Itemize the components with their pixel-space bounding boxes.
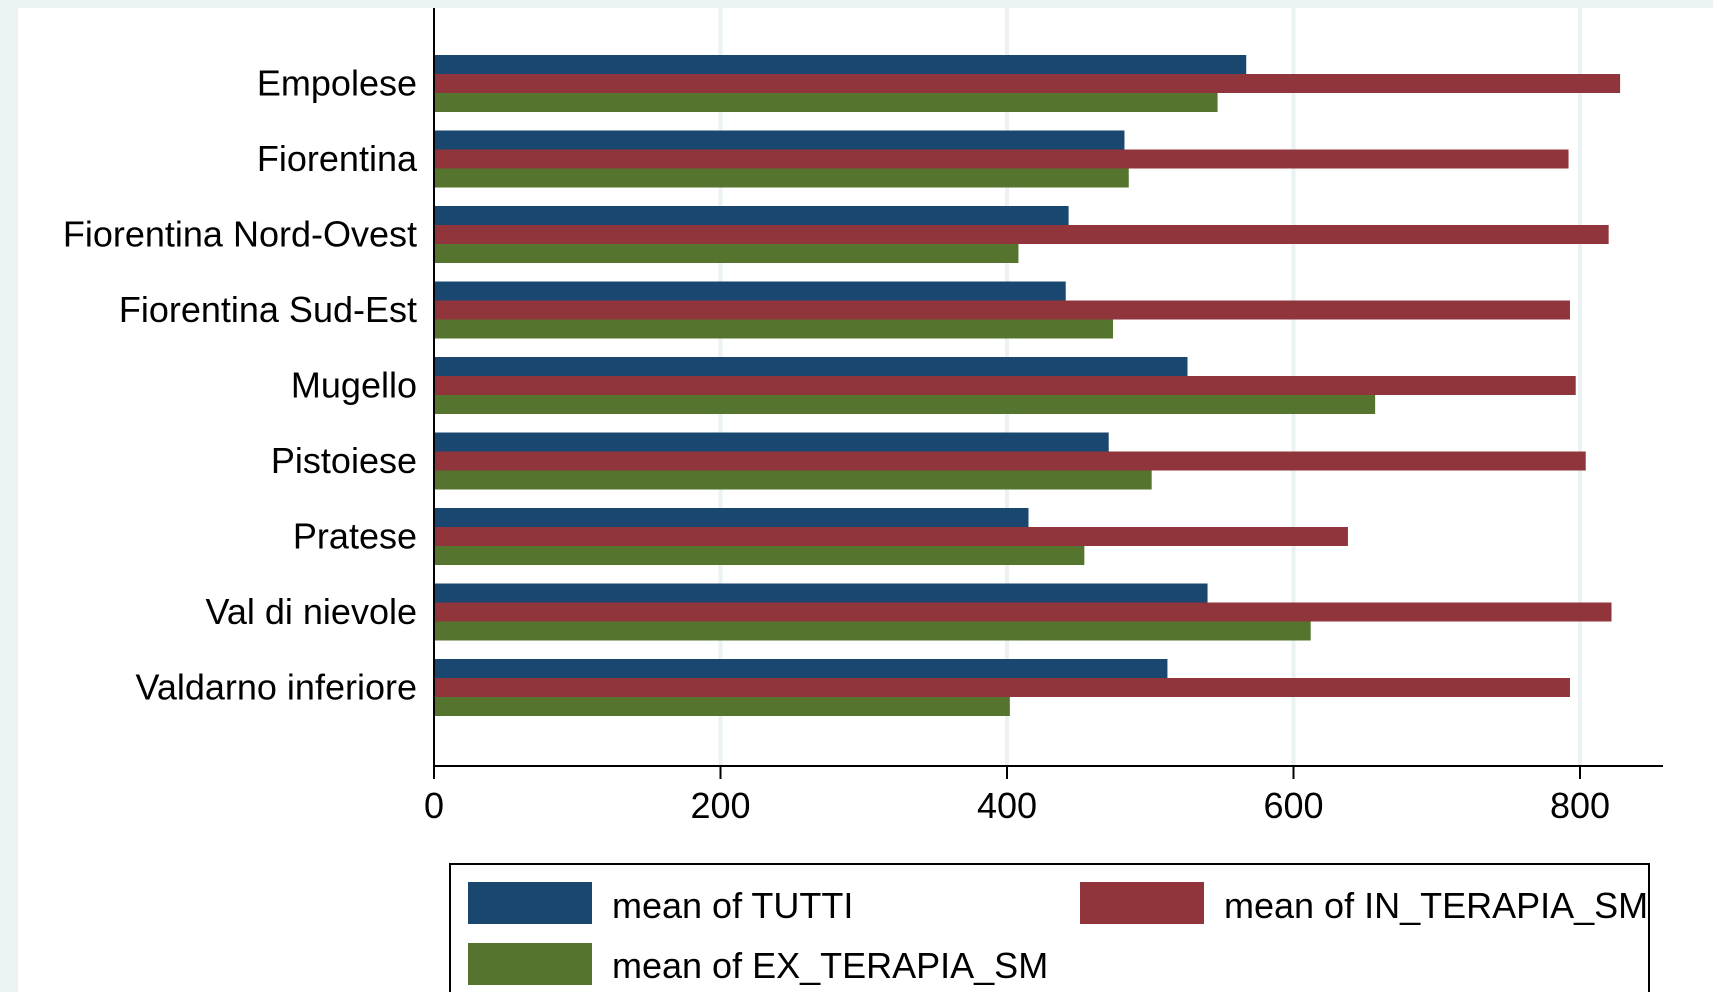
bar-2-9 [434, 678, 1570, 697]
bar-3-5 [434, 395, 1376, 414]
bar-2-3 [434, 225, 1609, 244]
category-label: Empolese [257, 63, 417, 104]
bar-3-1 [434, 93, 1218, 112]
bar-3-8 [434, 621, 1311, 641]
bar-2-5 [434, 376, 1576, 395]
legend-swatch-3 [468, 943, 592, 985]
x-tick-label: 200 [690, 785, 750, 826]
legend-box [449, 863, 1650, 992]
category-label: Val di nievole [206, 591, 417, 632]
bar-1-9 [434, 659, 1168, 678]
bar-3-2 [434, 168, 1129, 188]
bar-1-5 [434, 357, 1188, 376]
category-label: Pratese [293, 516, 417, 557]
x-tick-label: 400 [977, 785, 1037, 826]
bar-1-3 [434, 206, 1069, 225]
x-tick-label: 600 [1263, 785, 1323, 826]
category-label: Fiorentina [257, 138, 418, 179]
x-tick-label: 0 [424, 785, 444, 826]
axes: Empolese Fiorentina Fiorentina Nord-Ovest F… [63, 8, 1663, 826]
bar-1-1 [434, 55, 1247, 74]
bar-1-4 [434, 281, 1066, 301]
bar-2-1 [434, 74, 1621, 93]
bar-1-2 [434, 130, 1125, 150]
bar-2-8 [434, 602, 1612, 622]
bar-2-2 [434, 149, 1569, 169]
category-label: Fiorentina Nord-Ovest [63, 214, 417, 255]
category-label: Fiorentina Sud-Est [119, 289, 417, 330]
legend-swatch-2 [1080, 882, 1204, 924]
bar-2-7 [434, 527, 1348, 546]
category-label: Valdarno inferiore [136, 667, 418, 708]
bar-2-4 [434, 300, 1570, 320]
legend-label-1: mean of TUTTI [612, 885, 853, 926]
bar-3-7 [434, 546, 1085, 565]
legend-swatch-1 [468, 882, 592, 924]
bar-3-9 [434, 697, 1010, 716]
legend-label-3: mean of EX_TERAPIA_SM [612, 945, 1048, 986]
legend-label-2: mean of IN_TERAPIA_SM [1224, 885, 1648, 926]
category-label: Mugello [291, 365, 417, 406]
category-label: Pistoiese [271, 440, 417, 481]
bars [434, 55, 1621, 716]
bar-3-6 [434, 470, 1152, 490]
bar-1-8 [434, 583, 1208, 603]
bar-2-6 [434, 451, 1586, 471]
bar-3-4 [434, 319, 1114, 339]
x-tick-label: 800 [1550, 785, 1610, 826]
bar-1-6 [434, 432, 1109, 452]
bar-3-3 [434, 244, 1019, 263]
bar-1-7 [434, 508, 1029, 527]
